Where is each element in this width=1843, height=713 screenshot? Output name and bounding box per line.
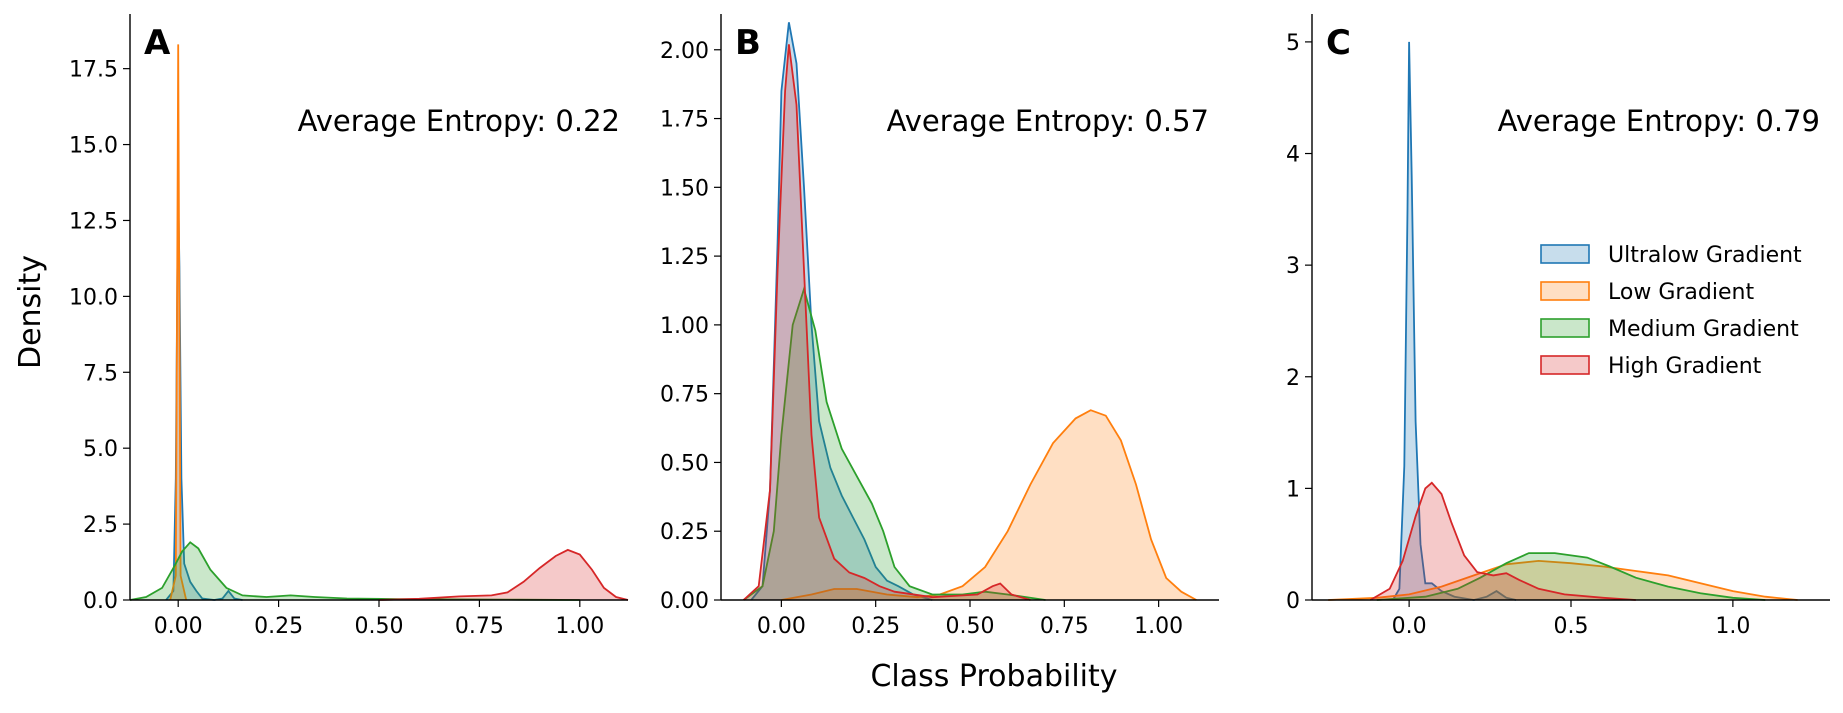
y-tick-label: 0: [1286, 589, 1300, 614]
density-line-high-gradient: [742, 44, 1031, 601]
density-fill-medium-gradient: [1376, 553, 1766, 600]
y-tick-label: 2.00: [660, 39, 709, 64]
x-tick-label: 0.00: [154, 614, 203, 639]
panel-letter: B: [735, 23, 761, 63]
legend: Ultralow Gradient Low Gradient Medium Grad…: [1540, 243, 1802, 379]
x-axis-label: Class Probability: [870, 659, 1117, 694]
x-tick-label: 0.5: [1554, 614, 1589, 639]
x-tick-label: 0.50: [946, 614, 995, 639]
y-tick-label: 5: [1286, 31, 1300, 56]
x-tick-label: 0.75: [1040, 614, 1089, 639]
density-fill-high-gradient: [379, 549, 628, 600]
density-fill-ultralow-gradient: [1392, 41, 1516, 600]
y-tick-label: 2: [1286, 366, 1300, 391]
density-line-low-gradient: [169, 44, 188, 601]
y-tick-label: 15.0: [69, 134, 118, 159]
y-tick-label: 1.25: [660, 245, 709, 270]
panels: 0.02.55.07.510.012.515.017.50.00 0.25 0.50…: [69, 14, 1830, 639]
y-tick-label: 4: [1286, 143, 1300, 168]
density-fill-ultralow-gradient: [751, 22, 933, 601]
legend-label: Low Gradient: [1608, 280, 1754, 305]
y-tick-label: 0.75: [660, 383, 709, 408]
y-tick-label: 1.75: [660, 108, 709, 133]
density-fill-low-gradient: [781, 410, 1197, 600]
density-line-medium-gradient: [1376, 552, 1766, 601]
panel-letter: A: [144, 23, 171, 63]
y-tick-label: 10.0: [69, 285, 118, 310]
entropy-annotation: Average Entropy: 0.57: [887, 104, 1209, 138]
x-tick-label: 0.0: [1392, 614, 1427, 639]
entropy-annotation: Average Entropy: 0.79: [1498, 104, 1820, 138]
density-fill-high-gradient: [743, 44, 1031, 601]
x-tick-label: 0.25: [254, 614, 303, 639]
y-tick-label: 1.50: [660, 176, 709, 201]
legend-label: Medium Gradient: [1608, 317, 1799, 342]
x-tick-label: 0.50: [355, 614, 404, 639]
y-tick-label: 1: [1286, 477, 1300, 502]
legend-label: Ultralow Gradient: [1608, 243, 1802, 268]
density-fill-medium-gradient: [130, 542, 580, 600]
x-tick-label: 1.00: [1134, 614, 1183, 639]
y-tick-label: 7.5: [83, 361, 118, 386]
y-tick-label: 17.5: [69, 58, 118, 83]
x-tick-label: 0.00: [757, 614, 806, 639]
panel-c: 0 1 2 3 4 5 0.0 0.5 1.0 C Average Entropy: 0.79: [1286, 14, 1830, 639]
y-tick-label: 0.00: [660, 589, 709, 614]
density-line-ultralow-gradient: [750, 22, 933, 601]
legend-label: High Gradient: [1608, 354, 1762, 379]
y-tick-label: 12.5: [69, 209, 118, 234]
density-line-low-gradient: [1328, 559, 1798, 601]
legend-swatch: [1540, 355, 1590, 375]
density-line-high-gradient: [1369, 481, 1636, 601]
y-tick-label: 5.0: [83, 437, 118, 462]
panel-letter: C: [1326, 23, 1351, 63]
density-line-high-gradient: [378, 548, 629, 601]
density-fill-low-gradient: [170, 44, 187, 600]
legend-swatch: [1540, 318, 1590, 338]
y-tick-label: 2.5: [83, 513, 118, 538]
y-tick-label: 0.25: [660, 520, 709, 545]
legend-swatch: [1540, 244, 1590, 264]
x-tick-label: 1.00: [555, 614, 604, 639]
y-tick-label: 3: [1286, 254, 1300, 279]
y-axis-label: Density: [13, 255, 48, 369]
y-tick-label: 0.0: [83, 589, 118, 614]
density-fill-medium-gradient: [743, 289, 1046, 600]
x-tick-label: 0.25: [851, 614, 900, 639]
density-line-ultralow-gradient: [1392, 41, 1517, 601]
density-fill-high-gradient: [1370, 482, 1636, 600]
x-tick-label: 1.0: [1715, 614, 1750, 639]
legend-swatch: [1540, 281, 1590, 301]
entropy-annotation: Average Entropy: 0.22: [298, 104, 620, 138]
panel-b: 0.00 0.25 0.50 0.75 1.00 1.25 1.50 1.75 2.00 0.00…: [660, 14, 1219, 639]
density-line-low-gradient: [781, 409, 1197, 601]
density-fill-low-gradient: [1328, 560, 1798, 600]
x-tick-label: 0.75: [455, 614, 504, 639]
y-tick-label: 1.00: [660, 314, 709, 339]
y-tick-label: 0.50: [660, 451, 709, 476]
panel-a: 0.0 2.5 5.0 7.5 10.0 12.5 15.0 17.5 0.00 0.25 0.50…: [69, 14, 629, 639]
